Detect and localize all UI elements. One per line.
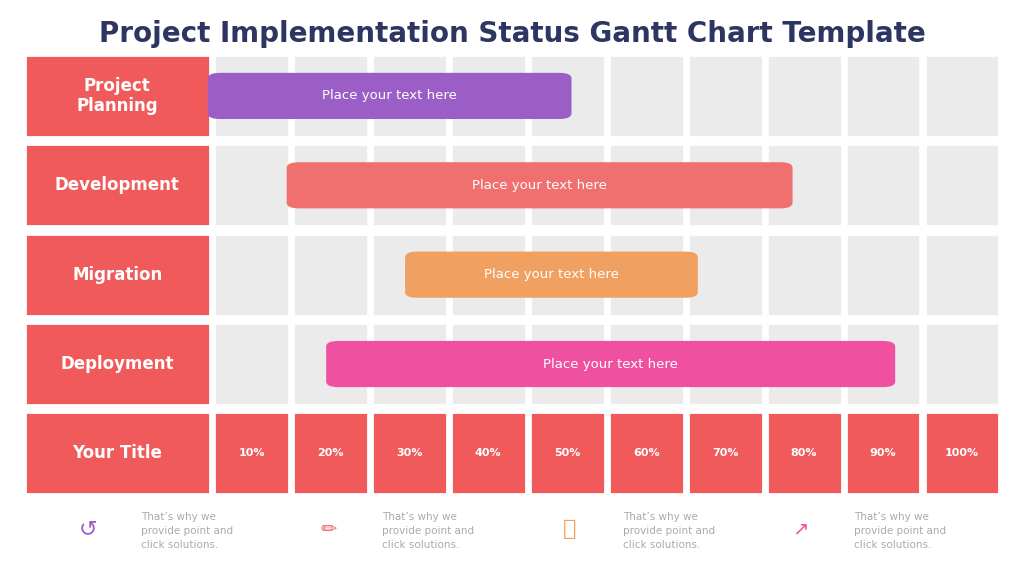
Bar	[767, 412, 842, 494]
Text: 10%: 10%	[239, 448, 264, 458]
Text: Development: Development	[55, 176, 179, 194]
Bar	[925, 55, 999, 137]
Bar	[846, 234, 921, 316]
Text: Project Implementation Status Gantt Chart Template: Project Implementation Status Gantt Char…	[98, 20, 926, 48]
Bar	[846, 144, 921, 226]
Text: 70%: 70%	[712, 448, 738, 458]
Text: ↺: ↺	[79, 519, 97, 539]
Bar	[529, 234, 604, 316]
Text: ✏️: ✏️	[321, 520, 337, 539]
Bar	[25, 323, 210, 405]
Bar	[293, 234, 368, 316]
Bar	[688, 323, 763, 405]
Bar	[767, 144, 842, 226]
Bar	[529, 144, 604, 226]
Text: That’s why we
provide point and
click solutions.: That’s why we provide point and click so…	[382, 512, 474, 550]
Bar	[25, 55, 210, 137]
Bar	[688, 55, 763, 137]
Bar	[451, 55, 525, 137]
Bar	[25, 412, 210, 494]
Text: 🔍: 🔍	[563, 519, 577, 539]
Text: Deployment: Deployment	[60, 355, 174, 373]
Bar	[608, 323, 684, 405]
Text: 40%: 40%	[475, 448, 502, 458]
Bar	[608, 144, 684, 226]
Bar	[372, 323, 446, 405]
Bar	[608, 412, 684, 494]
Text: Place your text here: Place your text here	[484, 268, 618, 281]
Bar	[925, 144, 999, 226]
Bar	[293, 323, 368, 405]
Bar	[925, 234, 999, 316]
Bar	[767, 323, 842, 405]
Text: Place your text here: Place your text here	[472, 179, 607, 192]
Text: Place your text here: Place your text here	[323, 89, 457, 103]
Bar	[529, 323, 604, 405]
FancyBboxPatch shape	[327, 341, 895, 387]
Bar	[529, 412, 604, 494]
Bar	[25, 234, 210, 316]
Bar	[925, 412, 999, 494]
Bar	[214, 55, 289, 137]
Bar	[846, 323, 921, 405]
Bar	[529, 55, 604, 137]
Bar	[372, 144, 446, 226]
Bar	[214, 234, 289, 316]
Bar	[767, 55, 842, 137]
Bar	[925, 323, 999, 405]
Bar	[372, 55, 446, 137]
Text: Your Title: Your Title	[73, 445, 162, 463]
Text: 60%: 60%	[633, 448, 659, 458]
Bar	[293, 412, 368, 494]
Bar	[688, 144, 763, 226]
Text: 30%: 30%	[396, 448, 423, 458]
Text: Place your text here: Place your text here	[543, 358, 678, 370]
Text: Project
Planning: Project Planning	[77, 77, 158, 115]
Bar	[451, 234, 525, 316]
Bar	[372, 234, 446, 316]
Text: 50%: 50%	[554, 448, 581, 458]
Text: ↗️: ↗️	[793, 520, 809, 539]
FancyBboxPatch shape	[406, 252, 697, 298]
Bar	[451, 144, 525, 226]
Bar	[214, 144, 289, 226]
Bar	[767, 234, 842, 316]
Bar	[688, 412, 763, 494]
Text: That’s why we
provide point and
click solutions.: That’s why we provide point and click so…	[141, 512, 233, 550]
Bar	[372, 412, 446, 494]
Bar	[293, 144, 368, 226]
Bar	[25, 144, 210, 226]
Text: 20%: 20%	[317, 448, 344, 458]
Bar	[846, 412, 921, 494]
Bar	[293, 55, 368, 137]
FancyBboxPatch shape	[208, 73, 571, 119]
FancyBboxPatch shape	[287, 162, 793, 209]
Text: 80%: 80%	[791, 448, 817, 458]
Bar	[608, 234, 684, 316]
Text: Migration: Migration	[72, 266, 163, 283]
Bar	[451, 323, 525, 405]
Text: That’s why we
provide point and
click solutions.: That’s why we provide point and click so…	[623, 512, 715, 550]
Text: That’s why we
provide point and
click solutions.: That’s why we provide point and click so…	[854, 512, 946, 550]
Bar	[214, 323, 289, 405]
Text: 100%: 100%	[945, 448, 979, 458]
Bar	[214, 412, 289, 494]
Text: 90%: 90%	[869, 448, 896, 458]
Bar	[451, 412, 525, 494]
Bar	[846, 55, 921, 137]
Bar	[608, 55, 684, 137]
Bar	[688, 234, 763, 316]
